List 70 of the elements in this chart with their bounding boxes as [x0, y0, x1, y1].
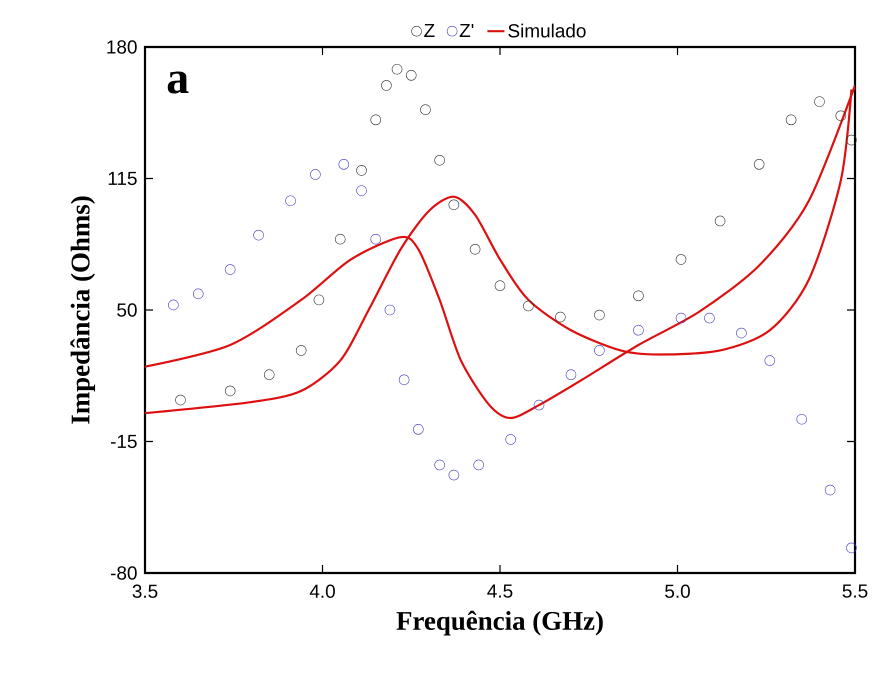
point	[473, 460, 484, 470]
point	[168, 300, 179, 310]
y-tick-label: -80	[110, 566, 137, 580]
y-axis-title: Impedância (Ohms)	[70, 196, 96, 424]
point	[764, 355, 776, 366]
point	[356, 185, 367, 196]
y-tick-label: -15	[110, 434, 137, 448]
point	[392, 64, 402, 75]
point	[175, 394, 186, 406]
point	[824, 484, 836, 496]
point	[334, 234, 346, 244]
y-tick-label: 180	[107, 40, 137, 54]
point	[285, 195, 296, 206]
legend-label: Simulado	[508, 24, 586, 38]
point	[192, 288, 204, 300]
y-tick-label: 115	[108, 172, 137, 186]
point	[356, 165, 367, 176]
point	[594, 310, 605, 320]
point	[448, 199, 460, 210]
point	[310, 169, 321, 180]
point	[555, 312, 566, 322]
point	[370, 114, 382, 126]
point	[381, 80, 392, 91]
point	[370, 234, 382, 244]
point	[814, 96, 825, 107]
point	[224, 264, 236, 275]
point	[406, 70, 417, 81]
y-tick-label: 50	[117, 303, 137, 317]
point	[314, 294, 324, 306]
point	[846, 542, 857, 554]
x-axis-title: Frequência (GHz)	[396, 610, 603, 636]
x-tick-label: 3.5	[132, 584, 158, 598]
point	[633, 324, 644, 336]
legend-label: Z'	[460, 24, 474, 37]
point	[534, 400, 544, 410]
point	[523, 300, 534, 312]
annotation: a	[168, 72, 188, 94]
point	[384, 304, 396, 316]
point	[796, 414, 808, 425]
point	[736, 328, 747, 338]
point	[434, 154, 445, 166]
point	[566, 369, 576, 380]
point	[253, 230, 264, 240]
point	[224, 386, 236, 396]
point	[296, 345, 307, 356]
point	[398, 374, 410, 386]
point	[505, 434, 516, 445]
point	[676, 312, 686, 324]
point	[470, 244, 480, 255]
point	[676, 254, 686, 265]
point	[846, 134, 857, 146]
point	[633, 290, 644, 302]
point	[264, 369, 275, 380]
point	[754, 159, 764, 170]
point	[413, 424, 424, 435]
point	[704, 312, 715, 324]
x-tick-label: 4.5	[487, 584, 512, 598]
x-tick-label: 5.0	[665, 584, 690, 598]
point	[494, 280, 506, 292]
point	[786, 114, 796, 126]
point	[448, 470, 460, 480]
point	[420, 104, 431, 116]
legend-label: Z	[424, 24, 435, 37]
point	[594, 345, 605, 356]
x-tick-label: 4.0	[310, 584, 335, 598]
point	[434, 460, 445, 470]
x-tick-label: 5.5	[842, 584, 868, 598]
point	[836, 110, 846, 122]
point	[338, 159, 350, 170]
point	[714, 216, 726, 226]
